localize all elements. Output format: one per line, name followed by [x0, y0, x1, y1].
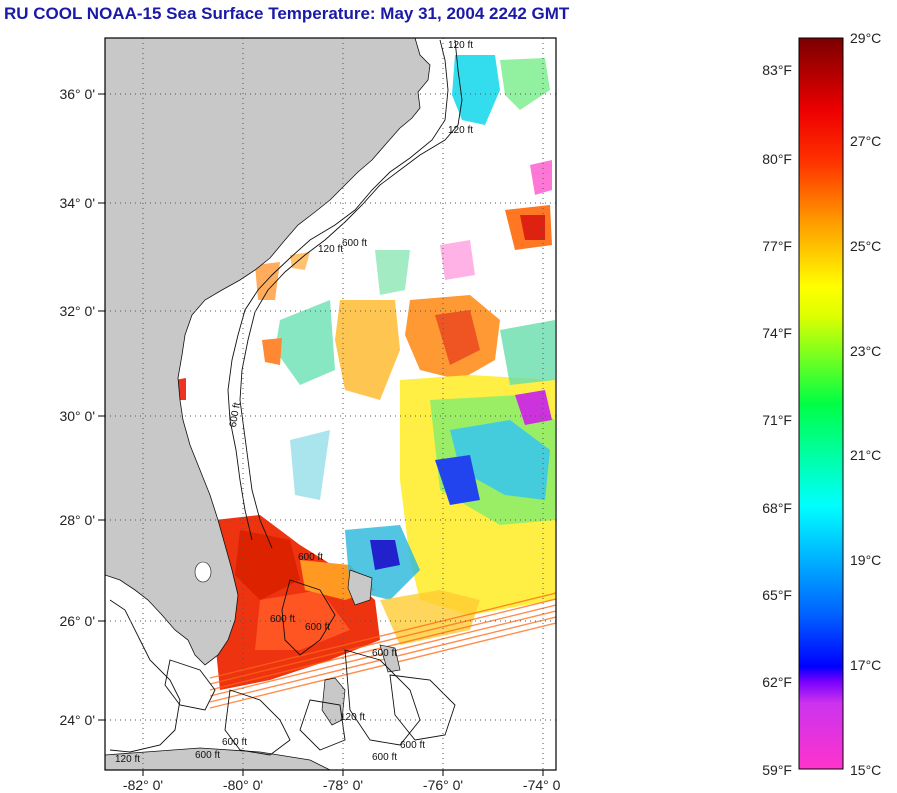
sst-map: 120 ft 120 ft 120 ft 600 ft 600 ft 600 f… [59, 37, 560, 793]
contour-label: 120 ft [340, 712, 365, 723]
sst-data-layer [175, 55, 556, 709]
celsius-label: 21°C [850, 447, 881, 463]
celsius-label: 15°C [850, 762, 881, 778]
longitude-label: -74° 0' [523, 777, 560, 793]
fahrenheit-label: 65°F [762, 587, 792, 603]
contour-label: 120 ft [448, 40, 473, 51]
contour-label: 120 ft [318, 244, 343, 255]
celsius-label: 19°C [850, 552, 881, 568]
fahrenheit-label: 62°F [762, 674, 792, 690]
contour-label: 600 ft [228, 402, 243, 429]
longitude-label: -82° 0' [123, 777, 163, 793]
contour-label: 600 ft [342, 238, 367, 249]
contour-label: 120 ft [115, 754, 140, 765]
map-frame [104, 37, 557, 771]
fahrenheit-label: 59°F [762, 762, 792, 778]
celsius-label: 27°C [850, 133, 881, 149]
contour-label: 600 ft [222, 737, 247, 748]
land-mass [105, 38, 431, 770]
fahrenheit-label: 80°F [762, 151, 792, 167]
contour-label: 600 ft [372, 648, 397, 659]
latitude-label: 30° 0' [59, 408, 95, 424]
fahrenheit-label: 77°F [762, 238, 792, 254]
longitude-label: -76° 0' [423, 777, 463, 793]
latitude-label: 26° 0' [59, 613, 95, 629]
fahrenheit-label: 74°F [762, 325, 792, 341]
latitude-label: 34° 0' [59, 195, 95, 211]
contour-label: 600 ft [298, 552, 323, 563]
celsius-label: 25°C [850, 238, 881, 254]
graticule [105, 38, 556, 770]
fahrenheit-label: 71°F [762, 412, 792, 428]
longitude-label: -78° 0' [323, 777, 363, 793]
contour-label: 600 ft [372, 752, 397, 763]
color-scale-bar [798, 37, 844, 770]
fahrenheit-label: 68°F [762, 500, 792, 516]
bathymetry-contours [109, 39, 463, 756]
contour-label: 600 ft [305, 622, 330, 633]
page-title: RU COOL NOAA-15 Sea Surface Temperature:… [4, 4, 570, 23]
latitude-label: 32° 0' [59, 303, 95, 319]
longitude-label: -80° 0' [223, 777, 263, 793]
contour-label: 600 ft [195, 750, 220, 761]
latitude-label: 28° 0' [59, 512, 95, 528]
latitude-label: 36° 0' [59, 86, 95, 102]
latitude-label: 24° 0' [59, 712, 95, 728]
celsius-label: 23°C [850, 343, 881, 359]
celsius-label: 17°C [850, 657, 881, 673]
contour-label: 120 ft [448, 125, 473, 136]
celsius-label: 29°C [850, 30, 881, 46]
fahrenheit-label: 83°F [762, 62, 792, 78]
contour-label: 600 ft [400, 740, 425, 751]
contour-label: 600 ft [270, 614, 295, 625]
